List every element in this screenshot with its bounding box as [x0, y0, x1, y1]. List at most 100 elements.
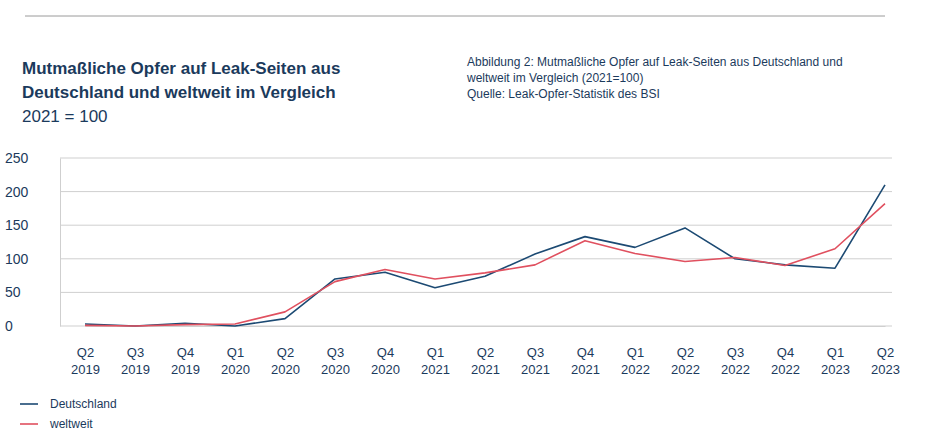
grid-line — [60, 191, 892, 192]
x-tick: Q42022 — [771, 326, 800, 377]
grid-line — [60, 158, 892, 159]
x-axis: Q22019Q32019Q42019Q12020Q22020Q32020Q420… — [71, 326, 900, 377]
x-tick-label: Q3 2019 — [121, 345, 150, 377]
legend-label: weltweit — [49, 417, 93, 431]
x-tick-label-line: Q4 — [177, 345, 194, 360]
x-tick-label-line: 2019 — [171, 362, 200, 377]
x-tick-label-line: 2023 — [871, 362, 900, 377]
y-tick: 200 — [5, 184, 60, 200]
y-tick-label: 200 — [5, 184, 29, 200]
x-tick-label: Q22022 — [671, 345, 700, 377]
x-tick: Q2 2023 — [871, 326, 900, 377]
text-line: Mutmaßliche Opfer auf Leak-Seiten aus — [22, 59, 340, 78]
x-tick: Q22019 — [71, 326, 100, 377]
legend-item: weltweit — [20, 417, 93, 431]
x-tick-label-line: 2022 — [771, 362, 800, 377]
x-tick-label: Q4 2021 — [571, 345, 600, 377]
text-line: Deutschland und weltweit im Vergleich — [22, 83, 336, 102]
grid-line — [60, 326, 892, 327]
annotation: Quelle: Leak-Opfer-Statistik des BSI — [467, 87, 660, 101]
y-tick: 50 — [5, 284, 60, 300]
grid-line — [60, 292, 892, 293]
annotation: Abbildung 2: Mutmaßliche Opfer auf Leak-… — [466, 55, 843, 85]
y-tick-label: 50 — [5, 284, 21, 300]
x-tick-label-line: Q1 — [627, 345, 644, 360]
x-tick-label: Q3 2021 — [521, 345, 550, 377]
x-tick: Q3 2022 — [721, 326, 750, 377]
series-line — [85, 204, 885, 326]
x-tick-label-line: 2020 — [371, 362, 400, 377]
chart: Mutmaßliche Opfer auf Leak-Seiten aus Deu… — [0, 0, 945, 442]
x-tick-label-line: Q3 — [327, 345, 344, 360]
x-tick-label-line: Q3 — [727, 345, 744, 360]
subtitle: 2021 = 100 — [22, 107, 108, 126]
x-tick-label: Q4 2019 — [171, 345, 200, 377]
x-tick-label-line: 2023 — [821, 362, 850, 377]
x-tick-label-line: 2021 — [571, 362, 600, 377]
y-tick-label: 100 — [5, 251, 29, 267]
x-tick-label: Q42022 — [771, 345, 800, 377]
x-tick-label-line: 2020 — [271, 362, 300, 377]
x-tick: Q3 2019 — [121, 326, 150, 377]
x-tick: Q4 2019 — [171, 326, 200, 377]
x-tick: Q3 2021 — [521, 326, 550, 377]
y-tick: 250 — [5, 150, 60, 166]
x-tick-label-line: 2019 — [71, 362, 100, 377]
x-tick-label: Q1 2022 — [621, 345, 650, 377]
legend: Deutschland weltweit — [20, 397, 117, 431]
x-tick-label: Q3 2020 — [321, 345, 350, 377]
x-tick-label-line: 2021 — [471, 362, 500, 377]
x-tick: Q2 2020 — [271, 326, 300, 377]
legend-swatch — [20, 423, 38, 425]
x-tick-label: Q22019 — [71, 345, 100, 377]
x-axis-line — [86, 326, 886, 327]
x-tick-label-line: Q2 — [677, 345, 694, 360]
x-tick-label-line: Q3 — [127, 345, 144, 360]
x-tick-label-line: 2022 — [721, 362, 750, 377]
x-tick-label-line: 2020 — [221, 362, 250, 377]
x-tick-label-line: Q3 — [527, 345, 544, 360]
x-tick: Q22022 — [671, 326, 700, 377]
x-tick-label-line: 2019 — [121, 362, 150, 377]
x-tick-label-line: Q1 — [427, 345, 444, 360]
x-tick: Q1 2021 — [421, 326, 450, 377]
x-tick-label-line: Q1 — [227, 345, 244, 360]
x-tick-label-line: 2020 — [321, 362, 350, 377]
grid-line — [60, 225, 892, 226]
x-tick-label-line: 2021 — [421, 362, 450, 377]
x-tick-label-line: Q2 — [277, 345, 294, 360]
x-tick-label: Q22021 — [471, 345, 500, 377]
y-tick-label: 150 — [5, 217, 29, 233]
x-tick: Q22021 — [471, 326, 500, 377]
top-rule — [25, 16, 885, 17]
x-tick: Q1 2020 — [221, 326, 250, 377]
legend-label: Deutschland — [50, 397, 117, 411]
x-tick-label-line: 2022 — [621, 362, 650, 377]
x-tick: Q4 2021 — [571, 326, 600, 377]
x-tick: Q1 2022 — [621, 326, 650, 377]
x-tick-label-line: Q2 — [877, 345, 894, 360]
y-axis: 0 50 100 150 200 250 — [5, 150, 61, 334]
x-tick-label-line: Q4 — [377, 345, 394, 360]
title: Mutmaßliche Opfer auf Leak-Seiten aus Deu… — [22, 59, 340, 102]
series-line — [85, 185, 885, 326]
x-tick-label: Q2 2023 — [871, 345, 900, 377]
x-tick-label: Q4 2020 — [371, 345, 400, 377]
x-tick: Q4 2020 — [371, 326, 400, 377]
text-line: weltweit im Vergleich (2021=100) — [466, 71, 643, 85]
legend-item: Deutschland — [20, 397, 117, 411]
x-tick-label: Q12023 — [821, 345, 850, 377]
grid — [60, 158, 892, 326]
y-tick: 150 — [5, 217, 60, 233]
x-tick-label: Q3 2022 — [721, 345, 750, 377]
x-tick-label-line: Q4 — [577, 345, 594, 360]
series-lines — [85, 185, 885, 326]
text-line: Abbildung 2: Mutmaßliche Opfer auf Leak-… — [467, 55, 843, 69]
x-tick-label-line: 2021 — [521, 362, 550, 377]
x-tick-label: Q1 2021 — [421, 345, 450, 377]
x-tick: Q12023 — [821, 326, 850, 377]
y-tick-label: 250 — [5, 150, 29, 166]
grid-line — [60, 258, 892, 259]
y-tick: 0 — [5, 318, 60, 334]
y-tick-label: 0 — [5, 318, 13, 334]
